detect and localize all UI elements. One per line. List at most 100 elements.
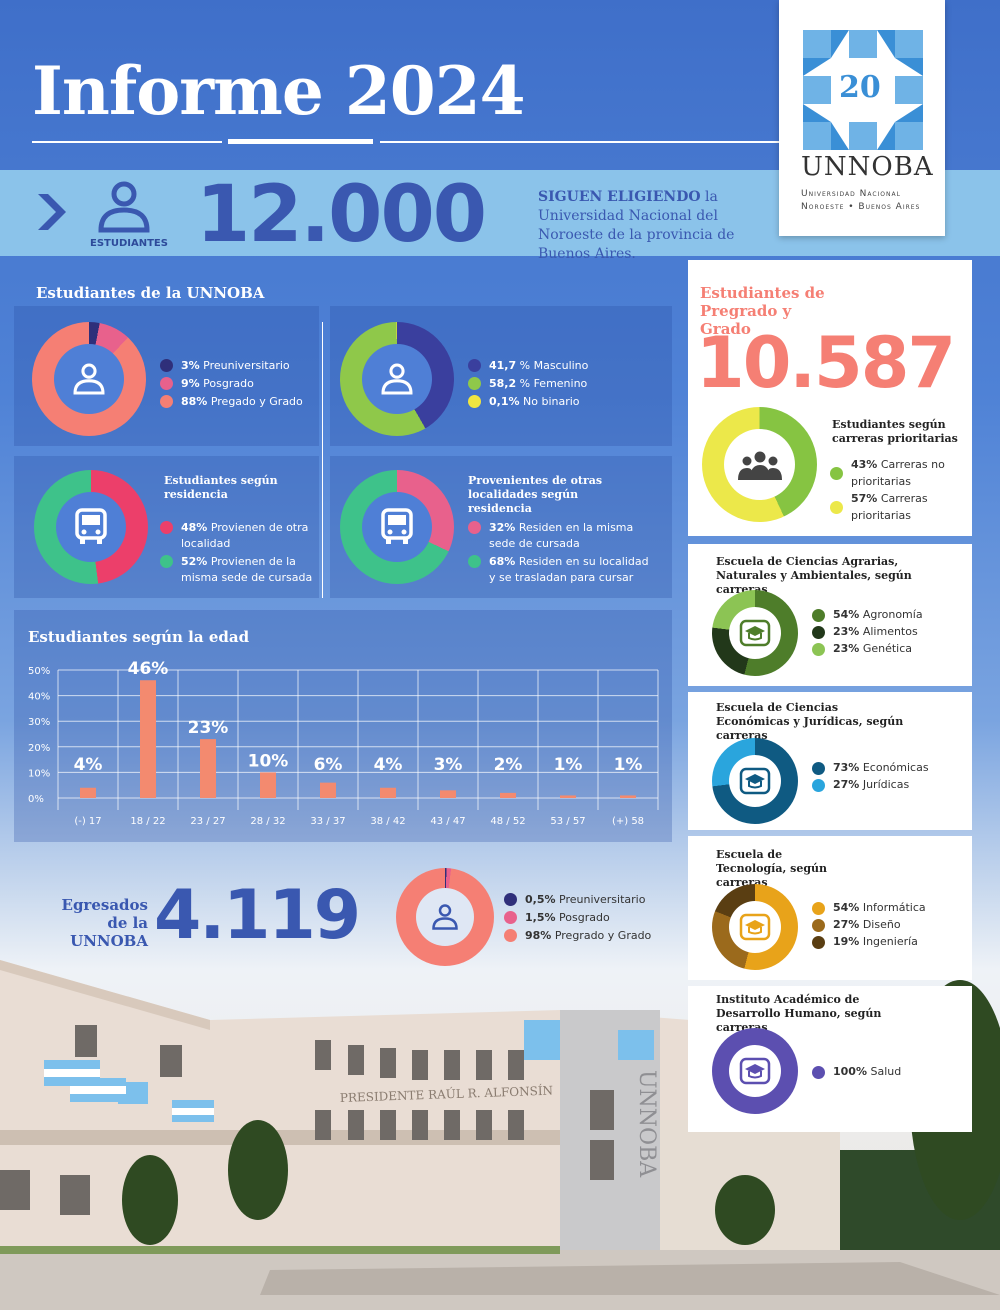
legend-label: Genética xyxy=(859,642,913,655)
legend-text: 57% Carreras prioritarias xyxy=(851,490,960,524)
legend-item: 88% Pregado y Grado xyxy=(160,394,310,410)
gender-legend: 41,7 % Masculino 58,2 % Femenino 0,1% No b… xyxy=(468,358,648,412)
person-icon xyxy=(73,363,105,395)
logo-number: 20 xyxy=(839,70,881,105)
residence-title: Estudiantes según residencia xyxy=(164,474,278,501)
legend-pct: 100% xyxy=(833,1065,867,1078)
y-tick-label: 20% xyxy=(28,743,50,754)
legend-label: Jurídicas xyxy=(859,778,910,791)
legend-pct: 54% xyxy=(833,608,860,621)
legend-pct: 0,1% xyxy=(489,395,520,408)
bar xyxy=(620,795,636,798)
legend-pct: 19% xyxy=(833,935,860,948)
legend-pct: 32% xyxy=(489,521,516,534)
agro-donut xyxy=(712,590,798,676)
legend-label: % Femenino xyxy=(516,377,588,390)
legend-pct: 88% xyxy=(181,395,208,408)
bus-icon xyxy=(75,508,107,544)
legend-text: 41,7 % Masculino xyxy=(489,358,588,374)
graduation-cap-icon xyxy=(739,1057,771,1085)
bar-value-label: 3% xyxy=(434,755,463,775)
legend-label: Preuniversitario xyxy=(555,893,646,906)
legend-text: 58,2 % Femenino xyxy=(489,376,587,392)
legend-swatch xyxy=(812,625,825,639)
legend-item: 3% Preuniversitario xyxy=(160,358,310,374)
bar-value-label: 1% xyxy=(554,755,583,775)
econ-title: Escuela de Ciencias Económicas y Jurídic… xyxy=(716,701,904,742)
legend-text: 23% Alimentos xyxy=(833,623,918,640)
tagline-rest: la Universidad Nacional del Noroeste de … xyxy=(538,189,735,262)
legend-item: 0,5% Preuniversitario xyxy=(504,892,674,908)
legend-pct: 54% xyxy=(833,901,860,914)
x-tick-label: 48 / 52 xyxy=(490,816,525,827)
legend-text: 1,5% Posgrado xyxy=(525,910,610,926)
level-donut xyxy=(32,322,146,436)
bar-value-label: 2% xyxy=(494,755,523,775)
legend-item: 27% Diseño xyxy=(812,916,952,933)
legend-pct: 1,5% xyxy=(525,911,556,924)
tech-donut xyxy=(712,884,798,970)
bar-value-label: 4% xyxy=(374,755,403,775)
legend-pct: 3% xyxy=(181,359,200,372)
bar xyxy=(320,782,336,798)
tech-legend: 54% Informática 27% Diseño 19% Ingeniería xyxy=(812,899,952,950)
legend-swatch xyxy=(504,929,517,942)
title-divider-left xyxy=(32,141,222,143)
legend-label: Residen en su localidad y se trasladan p… xyxy=(489,555,649,584)
legend-label: No binario xyxy=(519,395,580,408)
priority-donut xyxy=(702,407,817,522)
person-icon xyxy=(381,363,413,395)
legend-label: Diseño xyxy=(859,918,901,931)
legend-swatch xyxy=(160,359,173,372)
legend-swatch xyxy=(812,901,825,915)
legend-item: 23% Alimentos xyxy=(812,623,952,640)
unnoba-logo: 20 UNNOBA Universidad Nacional Noroeste … xyxy=(779,0,945,236)
legend-text: 23% Genética xyxy=(833,640,912,657)
person-icon xyxy=(96,180,152,238)
legend-swatch xyxy=(504,911,517,924)
legend-swatch xyxy=(812,642,825,656)
legend-item: 9% Posgrado xyxy=(160,376,310,392)
bar-value-label: 10% xyxy=(248,751,289,771)
legend-text: 68% Residen en su localidad y se traslad… xyxy=(489,554,658,586)
legend-swatch xyxy=(468,521,481,534)
group-icon xyxy=(737,451,782,480)
person-icon xyxy=(432,904,458,930)
title-divider-accent xyxy=(228,139,373,144)
residence-donut xyxy=(34,470,148,584)
legend-text: 0,1% No binario xyxy=(489,394,580,410)
legend-label: Agronomía xyxy=(859,608,923,621)
legend-swatch xyxy=(468,555,481,568)
bar xyxy=(500,792,516,798)
legend-text: 73% Económicas xyxy=(833,759,929,776)
bar-value-label: 6% xyxy=(314,755,343,775)
legend-label: Informática xyxy=(859,901,926,914)
institute-legend: 100% Salud xyxy=(812,1063,952,1080)
legend-pct: 27% xyxy=(833,918,860,931)
legend-item: 0,1% No binario xyxy=(468,394,648,410)
legend-text: 3% Preuniversitario xyxy=(181,358,290,374)
graduates-label: Egresados de la UNNOBA xyxy=(61,896,148,950)
graduation-cap-icon xyxy=(739,767,771,795)
y-tick-label: 10% xyxy=(28,768,50,779)
graduates-total: 4.119 xyxy=(154,876,361,955)
legend-item: 1,5% Posgrado xyxy=(504,910,674,926)
legend-item: 98% Pregrado y Grado xyxy=(504,928,674,944)
other-localities-title: Provenientes de otras localidades según … xyxy=(468,474,603,515)
age-chart: 0% 10% 20% 30% 40% 50% 4% (-) 17 46% 18 / 22 23% 23… xyxy=(28,659,659,827)
legend-text: 0,5% Preuniversitario xyxy=(525,892,645,908)
level-legend: 3% Preuniversitario 9% Posgrado 88% Pregad… xyxy=(160,358,310,412)
logo-mark-icon xyxy=(803,30,923,150)
x-tick-label: 53 / 57 xyxy=(550,816,585,827)
logo-name: UNNOBA xyxy=(801,152,934,182)
bar xyxy=(560,795,576,798)
legend-pct: 57% xyxy=(851,492,878,505)
legend-swatch xyxy=(160,521,173,534)
legend-label: Carreras prioritarias xyxy=(851,492,928,522)
x-tick-label: 33 / 37 xyxy=(310,816,345,827)
legend-label: Residen en la misma sede de cursada xyxy=(489,521,634,550)
legend-swatch xyxy=(468,377,481,390)
legend-pct: 41,7 xyxy=(489,359,517,372)
legend-pct: 73% xyxy=(833,761,860,774)
bar xyxy=(80,787,96,798)
